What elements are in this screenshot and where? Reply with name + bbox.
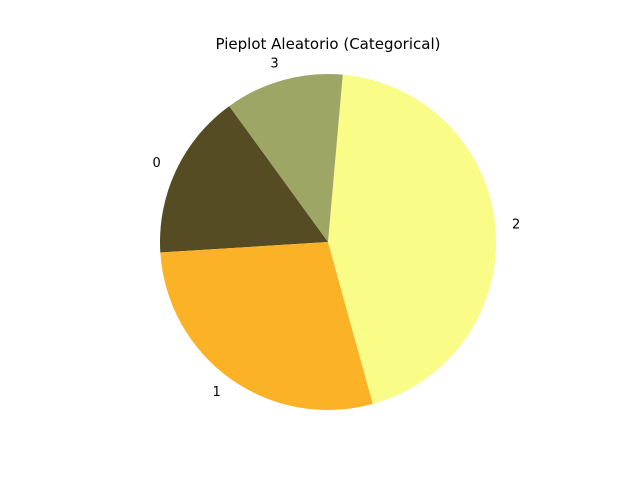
pie-label-2: 2 [512, 218, 520, 233]
chart-title: Pieplot Aleatorio (Categorical) [216, 35, 441, 53]
pie-slice-2 [328, 74, 497, 404]
pie-slice-3 [229, 74, 343, 243]
pie-labels: 0 1 2 3 [153, 56, 521, 400]
pie-label-1: 1 [213, 385, 221, 400]
pie-slices [159, 74, 497, 411]
pie-slice-1 [160, 242, 373, 411]
pie-slice-0 [159, 106, 328, 253]
pie-label-3: 3 [270, 56, 278, 71]
pie-label-0: 0 [153, 156, 161, 171]
